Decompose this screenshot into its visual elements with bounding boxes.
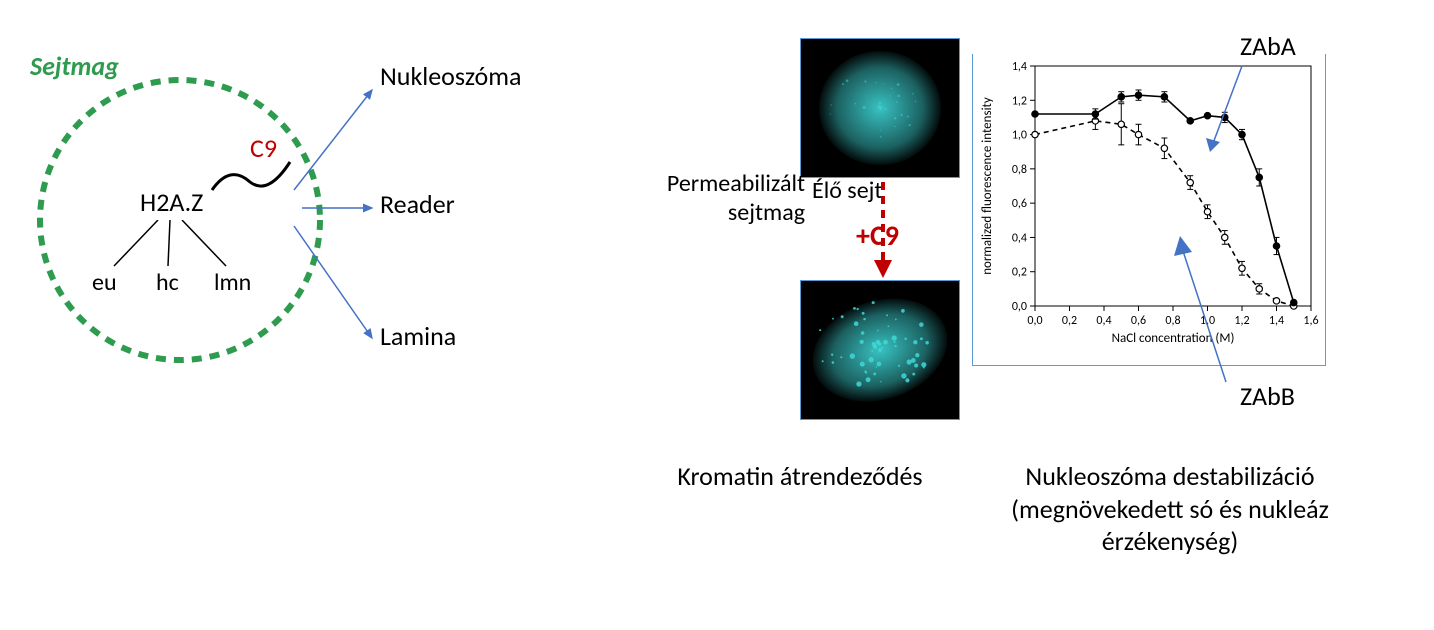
- svg-text:1,2: 1,2: [1234, 314, 1249, 328]
- sejtmag-label: Sejtmag: [30, 50, 119, 82]
- destabilization-caption: Nukleoszóma destabilizáció (megnövekedet…: [940, 460, 1400, 558]
- svg-text:normalized fluorescence intens: normalized fluorescence intensity: [980, 97, 995, 275]
- kromatin-caption: Kromatin átrendeződés: [660, 460, 940, 493]
- svg-text:0,2: 0,2: [1062, 314, 1077, 328]
- svg-text:0,6: 0,6: [1012, 197, 1027, 211]
- right-panel: Permeabilizáltsejtmag Élő sejt +C9 0,00,…: [620, 20, 1420, 620]
- eu-label: eu: [92, 268, 117, 297]
- svg-text:0,6: 0,6: [1131, 314, 1146, 328]
- zabb-indicator-arrow: [1166, 228, 1236, 388]
- svg-text:1,0: 1,0: [1012, 129, 1027, 143]
- svg-text:0,8: 0,8: [1012, 163, 1027, 177]
- cell-image-live: [800, 38, 960, 178]
- zabb-label: ZAbB: [1240, 380, 1295, 412]
- plus-c9-label: +C9: [856, 218, 899, 253]
- zaba-label: ZAbA: [1240, 30, 1296, 62]
- zaba-indicator-arrow: [1198, 60, 1248, 160]
- svg-text:0,4: 0,4: [1096, 314, 1111, 328]
- elution-chart: 0,00,20,40,60,81,01,21,40,00,20,40,60,81…: [973, 54, 1327, 366]
- svg-text:0,0: 0,0: [1027, 314, 1042, 328]
- h2az-label: H2A.Z: [140, 186, 203, 218]
- h2az-connector-lines: [108, 220, 258, 270]
- svg-text:0,4: 0,4: [1012, 231, 1027, 245]
- cell-image-c9: [800, 280, 960, 420]
- c9-tail-curve: [210, 154, 300, 194]
- lmn-label: lmn: [214, 268, 251, 297]
- svg-text:1,4: 1,4: [1012, 60, 1027, 74]
- svg-text:0,2: 0,2: [1012, 266, 1027, 280]
- target-reader: Reader: [380, 188, 455, 220]
- chart-container: 0,00,20,40,60,81,01,21,40,00,20,40,60,81…: [972, 54, 1326, 366]
- target-lamina: Lamina: [380, 320, 456, 352]
- permeabilized-label: Permeabilizáltsejtmag: [620, 170, 805, 228]
- hc-label: hc: [156, 268, 179, 297]
- svg-text:1,2: 1,2: [1012, 94, 1027, 108]
- left-panel: Sejtmag H2A.Z C9 eu hc lmn Nukleoszóma R…: [0, 20, 620, 440]
- target-nukleoszoma: Nukleoszóma: [380, 60, 521, 92]
- svg-text:1,4: 1,4: [1269, 314, 1284, 328]
- svg-text:0,0: 0,0: [1012, 300, 1027, 314]
- svg-text:1,6: 1,6: [1303, 314, 1318, 328]
